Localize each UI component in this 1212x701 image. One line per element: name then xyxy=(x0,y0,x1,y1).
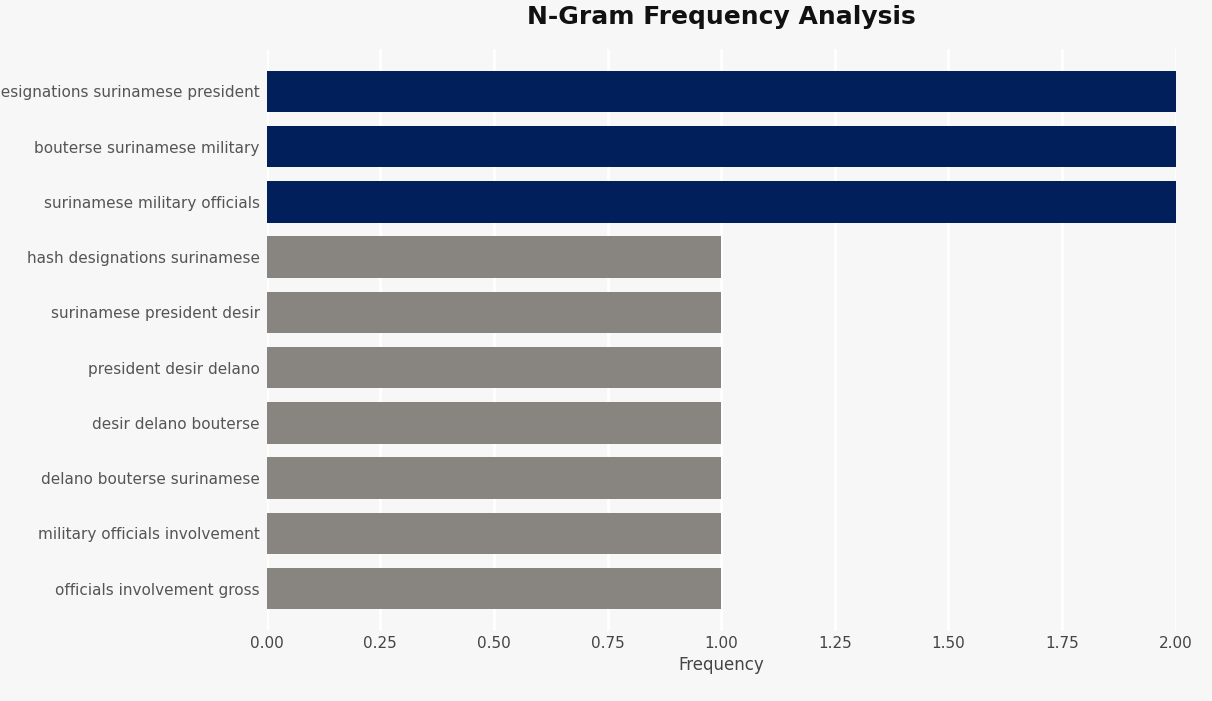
Bar xyxy=(267,181,1176,223)
X-axis label: Frequency: Frequency xyxy=(679,656,764,674)
Bar xyxy=(267,347,721,388)
Bar xyxy=(267,126,1176,168)
Bar xyxy=(267,457,721,499)
Bar xyxy=(267,568,721,609)
Bar xyxy=(267,512,721,554)
Bar xyxy=(267,402,721,444)
Bar xyxy=(267,292,721,333)
Title: N-Gram Frequency Analysis: N-Gram Frequency Analysis xyxy=(527,5,915,29)
Bar xyxy=(267,236,721,278)
Bar xyxy=(267,71,1176,112)
